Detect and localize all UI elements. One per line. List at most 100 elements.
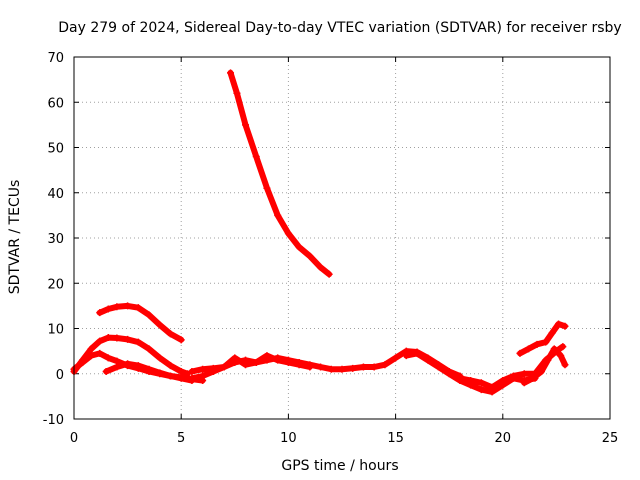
data-point [113, 363, 121, 371]
x-tick-label: 25 [602, 431, 619, 446]
data-point [477, 379, 485, 387]
series-arc-end-2 [520, 345, 569, 387]
y-tick-label: 40 [47, 187, 64, 202]
data-point [113, 334, 121, 342]
y-tick-label: 70 [47, 51, 64, 66]
data-point [145, 365, 153, 373]
data-point [104, 305, 112, 313]
data-point [381, 361, 389, 369]
data-point [349, 364, 357, 372]
y-tick-label: -10 [43, 413, 64, 428]
data-point [231, 354, 239, 362]
data-point [242, 361, 250, 369]
data-point [510, 372, 518, 380]
data-point [134, 362, 142, 370]
data-marks [70, 69, 569, 396]
y-tick-label: 20 [47, 277, 64, 292]
data-point [177, 336, 185, 344]
data-point [96, 337, 104, 345]
y-tick-label: 50 [47, 142, 64, 157]
data-point [145, 345, 153, 353]
data-point [402, 352, 410, 360]
data-point [557, 352, 565, 360]
data-point [233, 89, 241, 97]
x-tick-label: 10 [280, 431, 297, 446]
data-point [96, 309, 104, 317]
data-point [525, 345, 533, 353]
data-point [295, 243, 303, 251]
x-tick-label: 20 [495, 431, 512, 446]
data-point [561, 361, 569, 369]
axis-ticks: 0 5 10 15 20 25 -10 0 10 20 30 40 50 60 70 [43, 51, 619, 446]
data-point [467, 377, 475, 385]
data-point [533, 340, 541, 348]
series-arc-low-b [102, 360, 196, 385]
data-point [274, 356, 282, 364]
y-tick-label: 30 [47, 232, 64, 247]
x-tick-label: 0 [70, 431, 78, 446]
data-point [220, 363, 228, 371]
data-point [537, 367, 545, 375]
data-point [252, 153, 260, 161]
data-point [188, 367, 196, 375]
data-point [87, 345, 95, 353]
data-point [166, 362, 174, 370]
data-point [104, 354, 112, 362]
data-point [124, 335, 132, 343]
data-point [317, 363, 325, 371]
data-point [124, 302, 132, 310]
data-point [516, 349, 524, 357]
series-arc-hump [70, 334, 192, 378]
data-point [499, 377, 507, 385]
data-point [87, 352, 95, 360]
data-point [166, 372, 174, 380]
data-point [520, 370, 528, 378]
data-point [434, 363, 442, 371]
data-point [263, 184, 271, 192]
data-point [317, 263, 325, 271]
series-arc-day-2 [188, 352, 314, 382]
data-point [327, 365, 335, 373]
data-point [113, 357, 121, 365]
data-point [548, 329, 556, 337]
data-point [544, 356, 552, 364]
y-axis-label: SDTVAR / TECUs [7, 180, 23, 295]
series-arc-mid [96, 302, 185, 344]
plot-frame [73, 56, 611, 420]
data-point [252, 358, 260, 366]
data-point [359, 363, 367, 371]
data-point [188, 374, 196, 382]
data-point [456, 374, 464, 382]
data-point [242, 121, 250, 129]
data-point [199, 365, 207, 373]
x-tick-label: 15 [387, 431, 404, 446]
data-point [306, 252, 314, 260]
data-point [445, 370, 453, 378]
data-point [306, 363, 314, 371]
data-point [520, 379, 528, 387]
series-arc-high [227, 69, 333, 278]
data-point [555, 320, 563, 328]
x-axis-label: GPS time / hours [281, 458, 398, 474]
data-point [477, 386, 485, 394]
data-point [199, 372, 207, 380]
y-tick-label: 0 [56, 368, 64, 383]
y-tick-label: 10 [47, 323, 64, 338]
data-point [338, 365, 346, 373]
data-point [559, 343, 567, 351]
data-point [156, 321, 164, 329]
data-point [263, 352, 271, 360]
data-point [104, 334, 112, 342]
data-point [113, 303, 121, 311]
data-point [325, 270, 333, 278]
data-point [156, 354, 164, 362]
data-point [79, 358, 87, 366]
data-point [145, 311, 153, 319]
data-point [96, 349, 104, 357]
data-point [227, 69, 235, 77]
data-point [284, 229, 292, 237]
series-arc-end [516, 320, 569, 357]
data-point [177, 374, 185, 382]
